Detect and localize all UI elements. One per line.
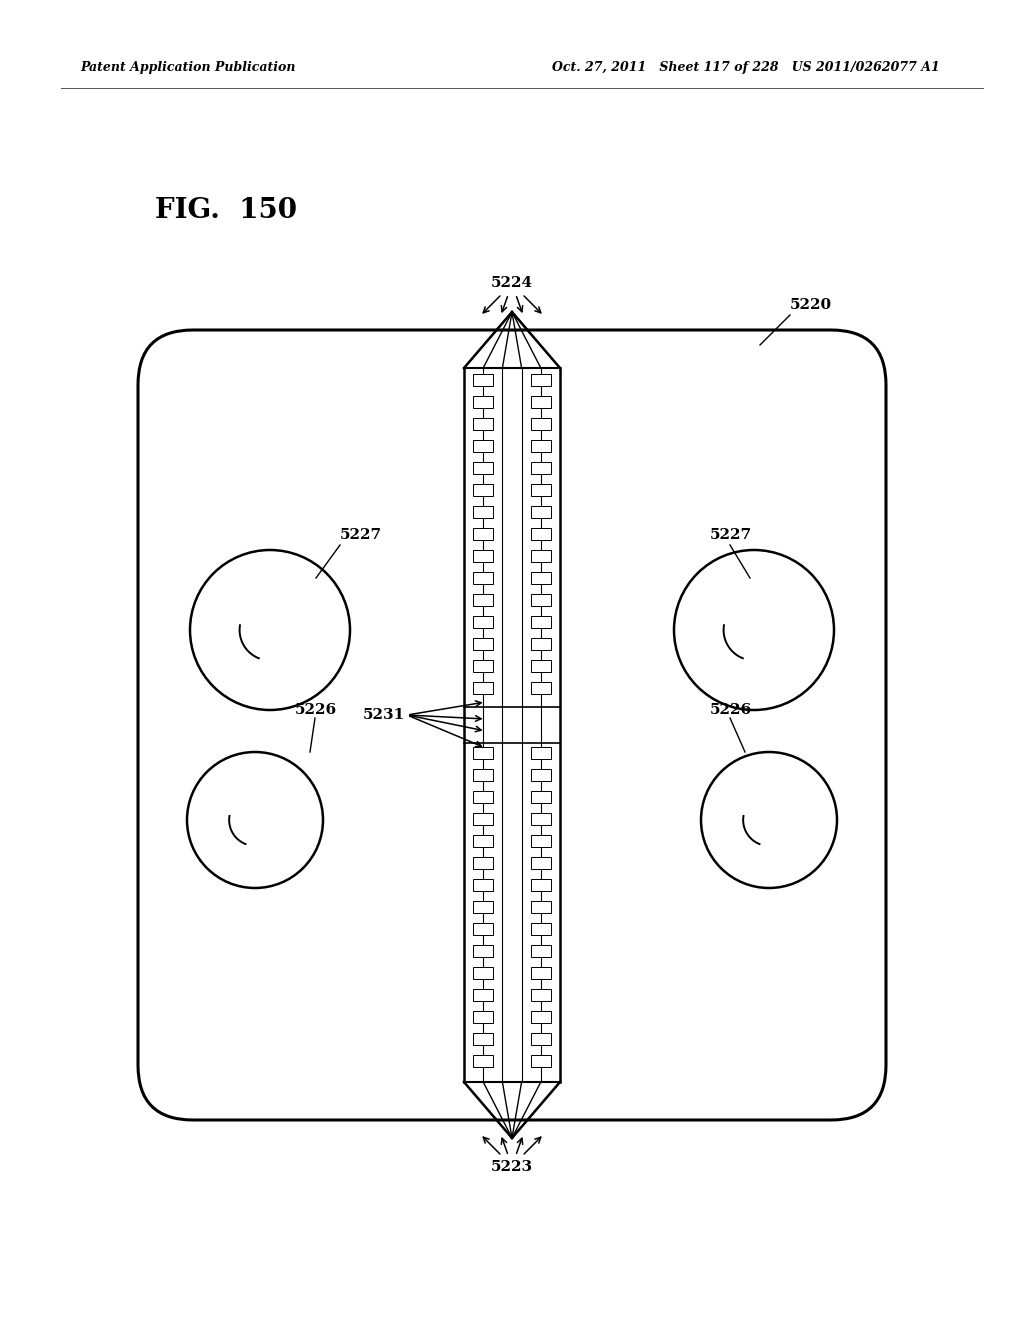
- Text: 5223: 5223: [490, 1160, 534, 1173]
- Bar: [473, 484, 494, 496]
- Circle shape: [701, 752, 837, 888]
- Bar: [473, 879, 494, 891]
- Bar: [473, 572, 494, 583]
- Bar: [473, 528, 494, 540]
- Bar: [530, 1034, 551, 1045]
- Bar: [530, 440, 551, 451]
- Bar: [530, 791, 551, 803]
- Bar: [473, 374, 494, 385]
- Bar: [530, 550, 551, 562]
- Bar: [473, 440, 494, 451]
- Text: Patent Application Publication: Patent Application Publication: [80, 62, 296, 74]
- Bar: [473, 1034, 494, 1045]
- Text: FIG.  150: FIG. 150: [155, 197, 297, 223]
- Bar: [473, 462, 494, 474]
- Circle shape: [674, 550, 834, 710]
- Bar: [473, 923, 494, 935]
- Bar: [473, 396, 494, 408]
- Circle shape: [187, 752, 323, 888]
- Bar: [473, 857, 494, 869]
- Bar: [473, 989, 494, 1001]
- Bar: [473, 791, 494, 803]
- Bar: [530, 594, 551, 606]
- Bar: [473, 902, 494, 913]
- Bar: [530, 396, 551, 408]
- Bar: [530, 660, 551, 672]
- Bar: [473, 418, 494, 430]
- Bar: [530, 638, 551, 649]
- Text: 5226: 5226: [295, 704, 337, 717]
- Bar: [473, 813, 494, 825]
- Bar: [530, 506, 551, 517]
- Bar: [530, 879, 551, 891]
- Bar: [530, 945, 551, 957]
- Bar: [473, 638, 494, 649]
- Bar: [473, 836, 494, 847]
- Bar: [473, 660, 494, 672]
- Bar: [530, 418, 551, 430]
- Bar: [473, 945, 494, 957]
- Bar: [530, 462, 551, 474]
- Bar: [473, 616, 494, 628]
- Bar: [530, 374, 551, 385]
- Bar: [530, 616, 551, 628]
- Bar: [530, 770, 551, 781]
- Bar: [530, 857, 551, 869]
- Bar: [530, 1055, 551, 1067]
- Bar: [530, 968, 551, 979]
- Circle shape: [190, 550, 350, 710]
- Bar: [530, 989, 551, 1001]
- Text: 5227: 5227: [340, 528, 382, 543]
- Bar: [530, 484, 551, 496]
- Bar: [530, 747, 551, 759]
- Bar: [530, 813, 551, 825]
- Bar: [473, 1011, 494, 1023]
- Text: 5227: 5227: [710, 528, 752, 543]
- Bar: [530, 902, 551, 913]
- Bar: [473, 968, 494, 979]
- Bar: [473, 594, 494, 606]
- Text: 5231: 5231: [362, 708, 406, 722]
- Text: 5224: 5224: [490, 276, 534, 290]
- Bar: [473, 770, 494, 781]
- Bar: [473, 747, 494, 759]
- Bar: [530, 682, 551, 694]
- Bar: [473, 1055, 494, 1067]
- Text: Oct. 27, 2011   Sheet 117 of 228   US 2011/0262077 A1: Oct. 27, 2011 Sheet 117 of 228 US 2011/0…: [552, 62, 940, 74]
- Bar: [530, 528, 551, 540]
- Bar: [530, 836, 551, 847]
- Bar: [473, 682, 494, 694]
- Text: 5220: 5220: [790, 298, 833, 312]
- Text: 5226: 5226: [710, 704, 752, 717]
- PathPatch shape: [138, 330, 886, 1119]
- Bar: [473, 550, 494, 562]
- Bar: [530, 1011, 551, 1023]
- Bar: [530, 572, 551, 583]
- Bar: [473, 506, 494, 517]
- Bar: [530, 923, 551, 935]
